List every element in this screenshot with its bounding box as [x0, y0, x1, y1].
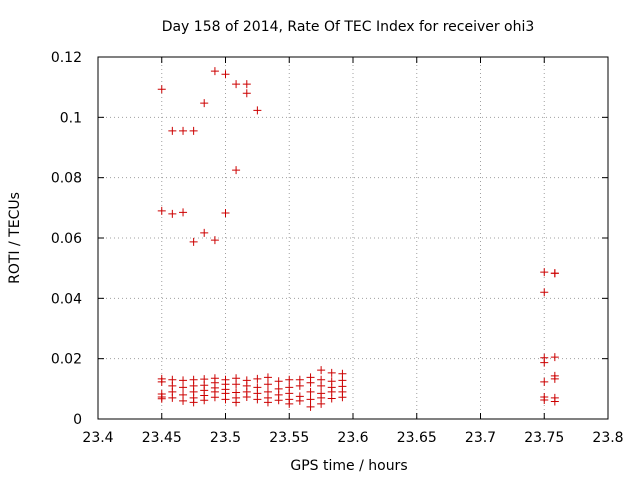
data-point [550, 269, 559, 278]
data-point [157, 85, 166, 94]
data-point [242, 89, 251, 98]
data-point [285, 399, 294, 408]
data-point [306, 378, 315, 387]
data-point [327, 368, 336, 377]
data-point [317, 366, 326, 375]
data-point [306, 395, 315, 404]
data-point [232, 398, 241, 407]
data-point [253, 374, 262, 383]
data-point [550, 397, 559, 406]
data-point [157, 377, 166, 386]
data-point [285, 375, 294, 384]
data-point [274, 377, 283, 386]
data-point [189, 398, 198, 407]
data-point [232, 80, 241, 89]
data-point [179, 396, 188, 405]
data-point [189, 126, 198, 135]
data-point [540, 268, 549, 277]
data-point [253, 106, 262, 115]
data-point [168, 393, 177, 402]
x-tick-label: 23.45 [142, 430, 182, 446]
data-point [306, 387, 315, 396]
data-point [221, 208, 230, 217]
plot-frame [97, 56, 609, 420]
y-tick-labels: 0 0.02 0.04 0.06 0.08 0.1 0.12 [51, 50, 82, 428]
data-point [540, 288, 549, 297]
data-point [210, 67, 219, 76]
data-point [157, 206, 166, 215]
data-point [263, 380, 272, 389]
data-point [295, 396, 304, 405]
data-point [189, 237, 198, 246]
y-tick-label: 0.12 [51, 50, 82, 66]
data-points [157, 67, 559, 411]
data-point [232, 380, 241, 389]
y-tick-label: 0.1 [60, 110, 82, 126]
data-point [200, 99, 209, 108]
x-tick-label: 23.4 [82, 430, 113, 446]
data-point [263, 373, 272, 382]
x-tick-label: 23.75 [524, 430, 564, 446]
y-tick-label: 0.06 [51, 231, 82, 247]
data-point [168, 126, 177, 135]
y-tick-label: 0.02 [51, 352, 82, 368]
data-point [263, 398, 272, 407]
data-point [338, 393, 347, 402]
x-tick-label: 23.55 [269, 430, 309, 446]
data-point [550, 374, 559, 383]
data-point [210, 393, 219, 402]
y-tick-label: 0.08 [51, 171, 82, 187]
y-tick-label: 0 [73, 412, 82, 428]
y-axis-label: ROTI / TECUs [7, 192, 23, 284]
x-axis-label: GPS time / hours [290, 458, 407, 474]
data-point [306, 402, 315, 411]
data-point [295, 381, 304, 390]
data-point [540, 395, 549, 404]
data-point [179, 208, 188, 217]
data-point [221, 395, 230, 404]
x-tick-label: 23.5 [210, 430, 241, 446]
data-point [274, 396, 283, 405]
data-point [210, 236, 219, 245]
data-point [200, 396, 209, 405]
data-point [200, 228, 209, 237]
x-tick-label: 23.6 [337, 430, 368, 446]
data-point [179, 383, 188, 392]
data-point [168, 209, 177, 218]
data-point [232, 166, 241, 175]
x-tick-label: 23.8 [592, 430, 623, 446]
data-point [157, 394, 166, 403]
data-point [242, 392, 251, 401]
data-point [179, 376, 188, 385]
x-tick-labels: 23.4 23.45 23.5 23.55 23.6 23.65 23.7 23.75 23.8 [82, 430, 623, 446]
data-point [317, 381, 326, 390]
y-tick-label: 0.04 [51, 291, 82, 307]
grid-lines [98, 57, 608, 419]
x-tick-label: 23.7 [465, 430, 496, 446]
x-tick-label: 23.65 [397, 430, 437, 446]
data-point [550, 353, 559, 362]
data-point [540, 358, 549, 367]
data-point [253, 395, 262, 404]
data-point [179, 126, 188, 135]
data-point [540, 377, 549, 386]
data-point [242, 80, 251, 89]
data-point [327, 394, 336, 403]
chart-title: Day 158 of 2014, Rate Of TEC Index for r… [162, 19, 535, 35]
data-point [221, 70, 230, 79]
data-point [317, 399, 326, 408]
